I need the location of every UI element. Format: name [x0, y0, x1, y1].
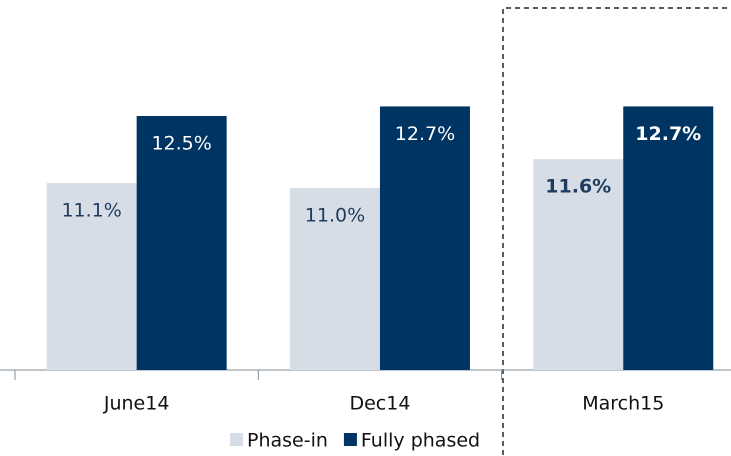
bar	[533, 159, 624, 370]
x-tick-label: Dec14	[349, 393, 410, 415]
value-label: 11.1%	[61, 200, 121, 222]
bar	[289, 187, 380, 370]
x-tick-label: June14	[103, 393, 170, 415]
value-label: 11.0%	[305, 204, 365, 226]
bar	[623, 106, 714, 370]
legend-label: Fully phased	[361, 430, 480, 452]
x-tick-label: March15	[582, 393, 664, 415]
legend-swatch	[230, 433, 243, 446]
value-label: 11.6%	[545, 176, 611, 198]
legend-swatch	[343, 433, 357, 446]
legend-label: Phase-in	[247, 430, 328, 452]
bar	[379, 106, 470, 370]
value-label: 12.7%	[395, 123, 455, 145]
value-label: 12.5%	[151, 133, 211, 155]
bar	[46, 183, 137, 370]
highlight-box	[502, 7, 731, 455]
bar	[136, 116, 227, 370]
value-label: 12.7%	[635, 123, 701, 145]
